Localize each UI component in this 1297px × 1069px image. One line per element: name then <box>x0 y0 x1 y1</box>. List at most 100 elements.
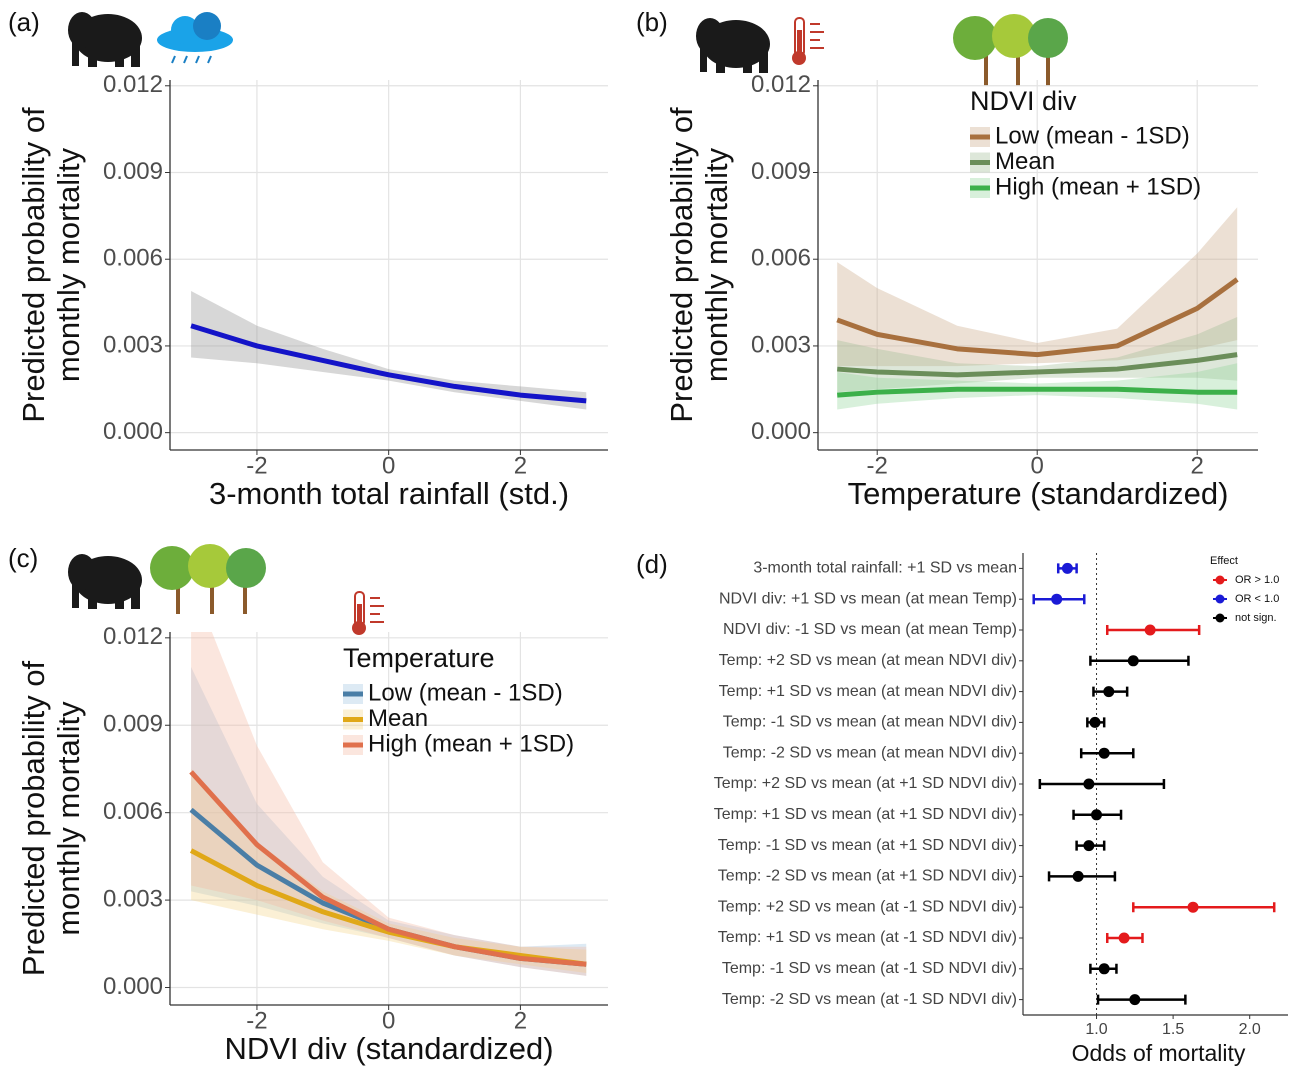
trees-icon <box>953 14 1068 86</box>
y-tick-label: 0.012 <box>103 71 163 98</box>
line <box>837 386 1238 398</box>
confidence-band <box>191 632 587 976</box>
y-tick-label: 0.000 <box>751 418 811 445</box>
point <box>1072 870 1084 882</box>
confidence-band <box>191 768 587 973</box>
plot-area <box>189 632 587 976</box>
x-tick-label: 2 <box>1191 452 1204 479</box>
x-tick-label: 0 <box>382 452 395 479</box>
confidence-band <box>837 363 1238 410</box>
y-tick-label: Temp: +2 SD vs mean (at mean NDVI div) <box>719 652 1017 669</box>
y-tick-label: 0.009 <box>751 158 811 185</box>
y-tick-label: 0.009 <box>103 158 163 185</box>
x-axis-title: 3-month total rainfall (std.) <box>209 476 569 511</box>
elephant-icon <box>68 554 142 609</box>
x-tick-label: 2.0 <box>1239 1021 1261 1038</box>
legend-label: Low (mean - 1SD) <box>368 679 563 706</box>
y-tick-label: Temp: -2 SD vs mean (at +1 SD NDVI div) <box>718 868 1017 885</box>
legend-label: OR < 1.0 <box>1235 593 1279 605</box>
x-tick-label: -2 <box>246 452 267 479</box>
point <box>1051 593 1063 605</box>
y-axis-title: monthly mortality <box>51 701 86 936</box>
point <box>1098 963 1110 975</box>
x-tick-label: 0 <box>1031 452 1044 479</box>
thermometer-icon <box>352 591 384 635</box>
error-bar <box>1089 655 1190 666</box>
panel-label: (d) <box>636 549 668 579</box>
y-tick-label: 0.003 <box>103 331 163 358</box>
point <box>1144 624 1156 636</box>
legend-title: Temperature <box>343 643 495 673</box>
legend-title: Effect <box>1210 555 1238 567</box>
point <box>1091 809 1103 821</box>
legend-label: not sign. <box>1235 612 1277 624</box>
y-axis-title: Predicted probability of <box>16 660 51 976</box>
legend-key <box>1215 613 1225 623</box>
y-tick-label: 3-month total rainfall: +1 SD vs mean <box>753 560 1017 577</box>
y-tick-label: 0.006 <box>751 245 811 272</box>
y-tick-label: Temp: +2 SD vs mean (at +1 SD NDVI div) <box>714 775 1017 792</box>
plot-area <box>190 291 587 410</box>
trees-icon <box>150 544 266 614</box>
point <box>1129 994 1141 1006</box>
y-tick-label: Temp: +1 SD vs mean (at -1 SD NDVI div) <box>718 929 1017 946</box>
legend-key <box>1215 575 1225 585</box>
legend-label: High (mean + 1SD) <box>995 173 1201 200</box>
x-tick-label: -2 <box>867 452 888 479</box>
confidence-band <box>837 207 1238 367</box>
y-tick-label: Temp: -1 SD vs mean (at mean NDVI div) <box>723 714 1017 731</box>
legend-key <box>1215 594 1225 604</box>
panel-label: (a) <box>8 7 40 37</box>
line <box>836 277 1239 358</box>
x-tick-label: 1.5 <box>1162 1021 1184 1038</box>
line <box>189 848 587 967</box>
error-bar <box>1038 779 1166 789</box>
y-axis-title: monthly mortality <box>699 147 734 382</box>
point <box>1103 686 1115 698</box>
line <box>837 352 1238 378</box>
legend-label: Mean <box>368 705 428 732</box>
legend-title: NDVI div <box>970 86 1077 116</box>
y-tick-label: NDVI div: -1 SD vs mean (at mean Temp) <box>723 621 1017 638</box>
elephant-icon <box>68 12 142 67</box>
thermometer-icon <box>792 17 824 65</box>
y-axis-title: monthly mortality <box>51 147 86 382</box>
y-tick-label: Temp: -2 SD vs mean (at mean NDVI div) <box>723 744 1017 761</box>
x-tick-label: 0 <box>382 1007 395 1034</box>
x-tick-label: 2 <box>514 1007 527 1034</box>
y-tick-label: 0.000 <box>103 973 163 1000</box>
y-tick-label: Temp: +1 SD vs mean (at mean NDVI div) <box>719 683 1017 700</box>
y-tick-label: 0.003 <box>103 885 163 912</box>
x-axis-title: NDVI div (standardized) <box>224 1031 553 1066</box>
line <box>189 770 587 967</box>
y-axis-title: Predicted probability of <box>16 107 51 423</box>
x-axis-title: Temperature (standardized) <box>848 476 1229 511</box>
y-tick-label: NDVI div: +1 SD vs mean (at mean Temp) <box>719 590 1017 607</box>
y-tick-label: Temp: +2 SD vs mean (at -1 SD NDVI div) <box>718 898 1017 915</box>
plot-area <box>836 207 1239 410</box>
y-tick-label: 0.003 <box>751 331 811 358</box>
x-axis-title: Odds of mortality <box>1072 1040 1246 1066</box>
x-tick-label: 1.0 <box>1085 1021 1107 1038</box>
point <box>1098 747 1110 759</box>
point <box>1083 840 1095 852</box>
point <box>1118 932 1130 944</box>
y-tick-label: 0.009 <box>103 711 163 738</box>
y-tick-label: 0.012 <box>103 623 163 650</box>
y-tick-label: Temp: -1 SD vs mean (at +1 SD NDVI div) <box>718 837 1017 854</box>
x-tick-label: -2 <box>246 1007 267 1034</box>
line <box>190 323 587 404</box>
y-tick-label: 0.012 <box>751 71 811 98</box>
legend-label: Mean <box>995 148 1055 175</box>
y-tick-label: Temp: -1 SD vs mean (at -1 SD NDVI div) <box>722 960 1017 977</box>
y-tick-label: 0.000 <box>103 418 163 445</box>
point <box>1089 716 1101 728</box>
y-tick-label: Temp: -2 SD vs mean (at -1 SD NDVI div) <box>722 991 1017 1008</box>
y-axis-title: Predicted probability of <box>664 107 699 423</box>
panel-label: (b) <box>636 7 668 37</box>
panel-label: (c) <box>8 543 38 573</box>
error-bar <box>1132 902 1276 913</box>
point <box>1127 655 1139 667</box>
y-tick-label: Temp: +1 SD vs mean (at +1 SD NDVI div) <box>714 806 1017 823</box>
y-tick-label: 0.006 <box>103 245 163 272</box>
